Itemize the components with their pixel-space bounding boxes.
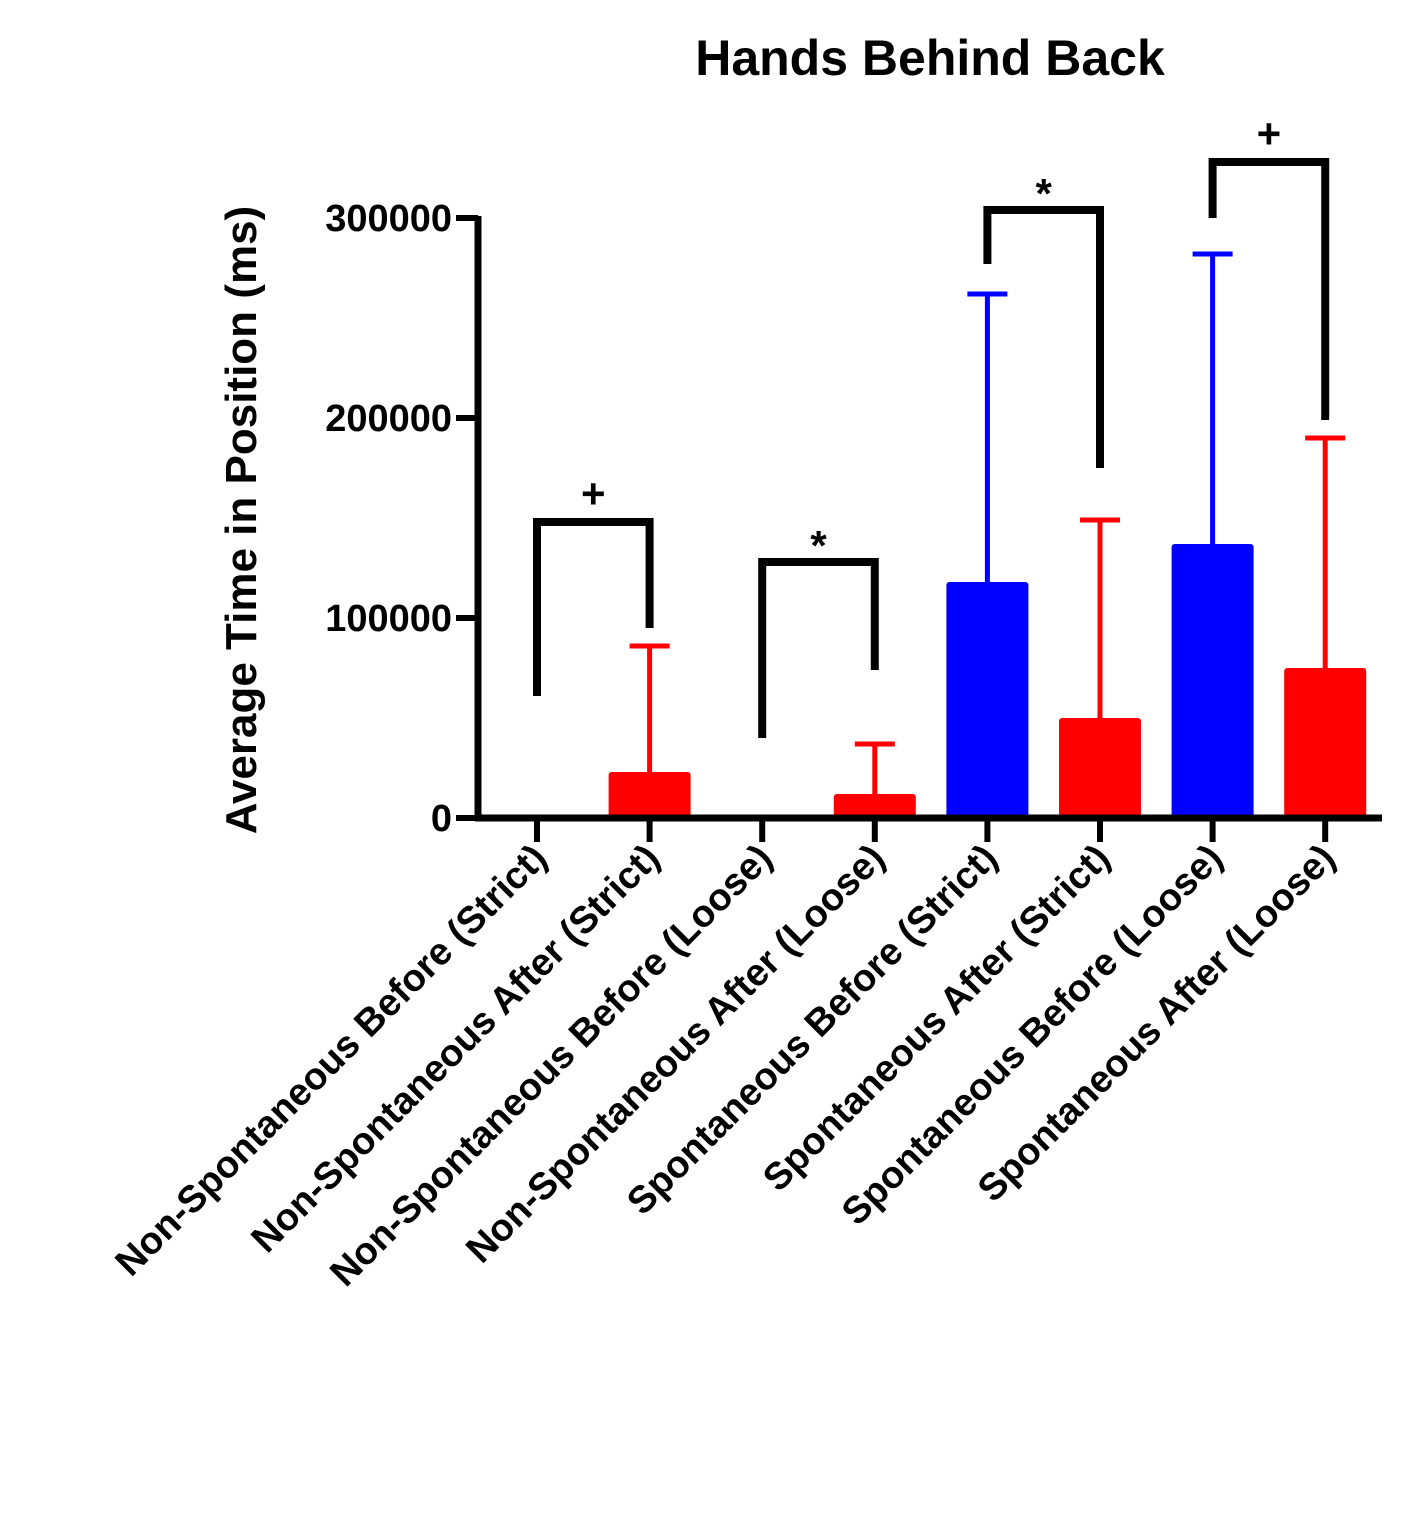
plot-area: 0 100000 200000 300000 Non-Spontaneous Befor… [108,110,1382,1295]
bar [1284,668,1367,818]
y-tick-label: 300000 [325,198,452,240]
y-axis-label: Average Time in Position (ms) [217,206,266,834]
x-tick-label: Non-Spontaneous Before (Loose) [322,837,780,1295]
bar [1059,718,1141,818]
significance-label: + [581,470,606,517]
bar [608,772,691,818]
y-tick-label: 100000 [325,598,452,640]
bar [833,794,916,818]
bar [1171,544,1254,818]
significance-bracket [533,518,654,696]
y-tick-label: 200000 [325,398,452,440]
y-tick-label: 0 [431,798,452,840]
significance-label: * [1036,170,1053,217]
significance-label: + [1257,110,1282,157]
x-tick-label: Non-Spontaneous After (Loose) [458,837,893,1272]
significance-bracket [983,206,1104,468]
significance-label: * [810,522,827,569]
chart-title: Hands Behind Back [695,30,1165,86]
significance-bracket [758,558,879,738]
bar [946,582,1029,818]
significance-bracket [1208,158,1330,420]
x-tick-label: Non-Spontaneous After (Strict) [244,837,668,1261]
